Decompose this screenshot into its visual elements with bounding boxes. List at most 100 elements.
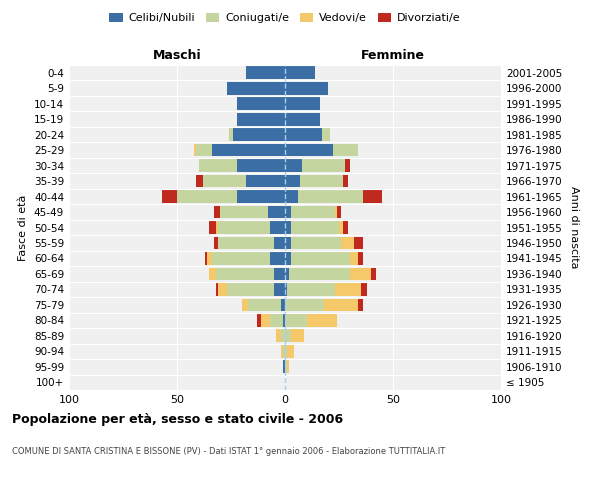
Bar xyxy=(218,283,227,296)
Bar xyxy=(238,159,285,172)
Bar xyxy=(292,330,304,342)
Bar xyxy=(274,236,285,250)
Bar xyxy=(287,283,335,296)
Bar xyxy=(307,314,337,326)
Bar xyxy=(371,268,376,280)
Bar xyxy=(285,360,287,373)
Bar xyxy=(281,298,285,311)
Text: Femmine: Femmine xyxy=(361,49,425,62)
Bar xyxy=(285,283,287,296)
Bar xyxy=(196,174,203,188)
Bar xyxy=(289,268,350,280)
Bar xyxy=(363,190,382,203)
Bar xyxy=(285,314,307,326)
Bar xyxy=(287,345,293,358)
Bar xyxy=(220,206,268,218)
Bar xyxy=(285,144,332,156)
Bar xyxy=(177,190,238,203)
Bar xyxy=(343,174,347,188)
Bar xyxy=(209,221,216,234)
Bar xyxy=(285,82,328,94)
Bar xyxy=(354,236,363,250)
Bar xyxy=(285,298,324,311)
Bar xyxy=(285,345,287,358)
Bar xyxy=(339,221,343,234)
Bar xyxy=(283,314,285,326)
Bar xyxy=(285,98,320,110)
Bar xyxy=(196,144,212,156)
Legend: Celibi/Nubili, Coniugati/e, Vedovi/e, Divorziati/e: Celibi/Nubili, Coniugati/e, Vedovi/e, Di… xyxy=(105,8,465,28)
Bar xyxy=(285,159,302,172)
Bar xyxy=(298,190,363,203)
Bar xyxy=(285,252,292,265)
Bar xyxy=(216,283,218,296)
Bar xyxy=(285,206,292,218)
Bar xyxy=(285,128,322,141)
Bar xyxy=(207,252,212,265)
Bar xyxy=(361,283,367,296)
Bar xyxy=(227,82,285,94)
Bar xyxy=(335,206,337,218)
Bar xyxy=(358,252,363,265)
Bar xyxy=(274,283,285,296)
Bar xyxy=(285,221,292,234)
Bar xyxy=(292,206,335,218)
Y-axis label: Anni di nascita: Anni di nascita xyxy=(569,186,579,269)
Bar xyxy=(285,113,320,126)
Bar xyxy=(214,236,218,250)
Bar xyxy=(324,298,358,311)
Bar xyxy=(292,252,350,265)
Bar xyxy=(248,298,281,311)
Bar xyxy=(229,128,233,141)
Text: Popolazione per età, sesso e stato civile - 2006: Popolazione per età, sesso e stato civil… xyxy=(12,412,343,426)
Bar xyxy=(341,236,354,250)
Bar xyxy=(322,128,331,141)
Text: COMUNE DI SANTA CRISTINA E BISSONE (PV) - Dati ISTAT 1° gennaio 2006 - Elaborazi: COMUNE DI SANTA CRISTINA E BISSONE (PV) … xyxy=(12,448,445,456)
Bar xyxy=(270,314,283,326)
Bar xyxy=(214,206,220,218)
Bar xyxy=(281,345,283,358)
Bar xyxy=(212,252,270,265)
Bar xyxy=(285,330,292,342)
Bar xyxy=(285,236,292,250)
Bar xyxy=(268,206,285,218)
Bar xyxy=(283,345,285,358)
Bar xyxy=(216,268,274,280)
Bar xyxy=(209,268,216,280)
Bar xyxy=(246,66,285,79)
Bar xyxy=(270,221,285,234)
Bar xyxy=(216,221,218,234)
Bar xyxy=(205,252,207,265)
Bar xyxy=(227,283,274,296)
Bar xyxy=(212,144,285,156)
Bar xyxy=(358,298,363,311)
Bar xyxy=(257,314,261,326)
Bar xyxy=(203,174,246,188)
Bar xyxy=(302,159,346,172)
Text: Maschi: Maschi xyxy=(152,49,202,62)
Bar xyxy=(233,128,285,141)
Bar xyxy=(199,159,238,172)
Bar xyxy=(350,252,358,265)
Y-axis label: Fasce di età: Fasce di età xyxy=(19,194,28,260)
Bar xyxy=(218,236,274,250)
Bar xyxy=(238,190,285,203)
Bar xyxy=(246,174,285,188)
Bar xyxy=(281,330,285,342)
Bar xyxy=(337,206,341,218)
Bar xyxy=(238,113,285,126)
Bar xyxy=(285,268,289,280)
Bar xyxy=(332,144,358,156)
Bar xyxy=(277,330,281,342)
Bar xyxy=(285,174,300,188)
Bar xyxy=(350,268,371,280)
Bar xyxy=(242,298,248,311)
Bar xyxy=(238,98,285,110)
Bar xyxy=(283,360,285,373)
Bar xyxy=(218,221,270,234)
Bar xyxy=(300,174,343,188)
Bar xyxy=(270,252,285,265)
Bar xyxy=(194,144,196,156)
Bar xyxy=(285,190,298,203)
Bar xyxy=(274,268,285,280)
